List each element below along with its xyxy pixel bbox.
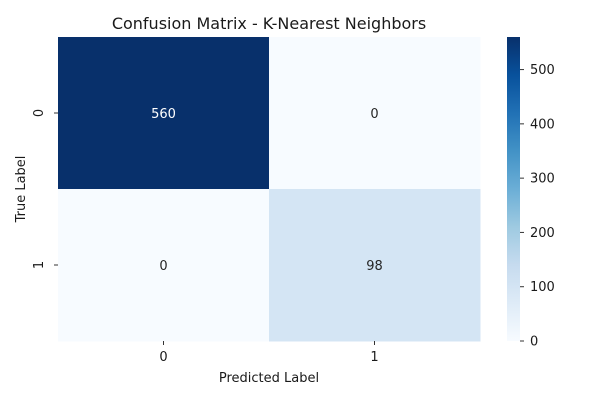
y-axis-ticks: 01 — [32, 109, 58, 269]
heatmap-cell-labels: 560 0 0 98 — [151, 107, 383, 274]
y-axis-label: True Label — [14, 156, 29, 224]
heatmap-cells — [58, 37, 481, 342]
heatmap-cell-r1-c0 — [58, 189, 270, 342]
x-axis-label: Predicted Label — [219, 371, 319, 386]
heatmap-cell-r1-c1 — [269, 189, 481, 342]
heatmap-cell-r0-c1 — [269, 37, 481, 190]
colorbar-tick-label-2: 200 — [530, 226, 555, 241]
heatmap-cell-r0-c0 — [58, 37, 270, 190]
cell-value-r0-c0: 560 — [151, 107, 176, 122]
cell-value-r0-c1: 0 — [370, 107, 378, 122]
colorbar-tick-label-5: 500 — [530, 63, 555, 78]
x-tick-label-1: 1 — [370, 350, 378, 365]
y-tick-label-0: 0 — [32, 109, 47, 117]
chart-title: Confusion Matrix - K-Nearest Neighbors — [112, 14, 426, 33]
x-tick-label-0: 0 — [159, 350, 167, 365]
y-tick-label-1: 1 — [32, 261, 47, 269]
cell-value-r1-c1: 98 — [366, 259, 383, 274]
colorbar — [507, 37, 520, 341]
colorbar-tick-label-3: 300 — [530, 172, 555, 187]
cell-value-r1-c0: 0 — [159, 259, 167, 274]
colorbar-tick-label-4: 400 — [530, 117, 555, 132]
colorbar-tick-label-0: 0 — [530, 335, 538, 350]
colorbar-tick-label-1: 100 — [530, 280, 555, 295]
colorbar-ticks: 0 100 200 300 400 500 — [520, 63, 555, 350]
